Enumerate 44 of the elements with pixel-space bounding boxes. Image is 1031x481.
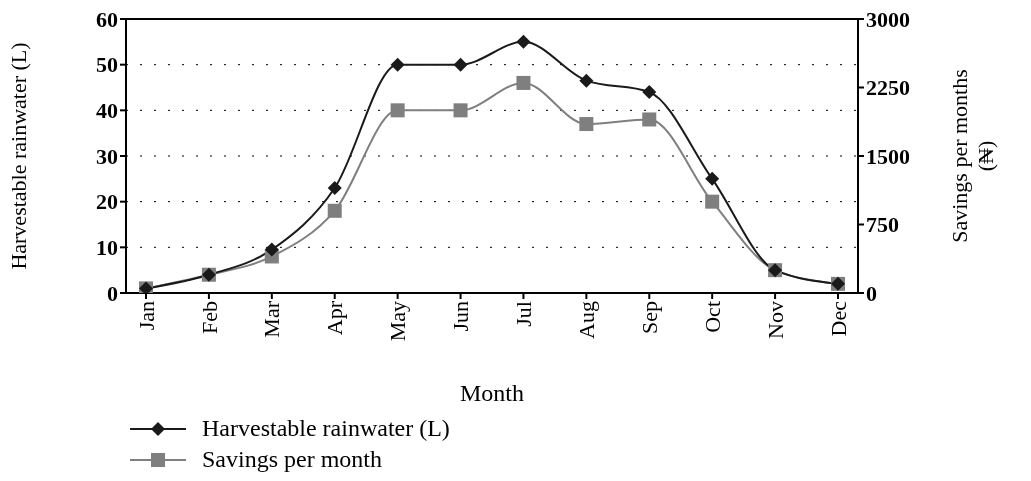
y-tick-label: 60 — [96, 6, 118, 32]
y2-tick-label: 0 — [866, 280, 877, 306]
x-tick-label: Apr — [322, 300, 348, 336]
legend-label: Harvestable rainwater (L) — [202, 415, 450, 442]
point — [705, 171, 720, 186]
point — [327, 180, 342, 195]
x-tick-label: Aug — [573, 301, 599, 339]
x-tick-label: Nov — [762, 301, 788, 339]
point — [264, 242, 279, 257]
point — [579, 117, 594, 132]
y-tick-label: 40 — [96, 98, 118, 124]
point — [453, 57, 468, 72]
x-tick-label: Dec — [825, 300, 851, 337]
y-tick-label: 30 — [96, 143, 118, 169]
y2-tick-label: 750 — [866, 212, 899, 238]
x-tick-label: Feb — [196, 301, 222, 334]
point — [516, 75, 531, 90]
y-tick-label: 0 — [107, 280, 118, 306]
legend-label: Savings per month — [202, 446, 382, 473]
y2-tick-label: 3000 — [866, 6, 910, 32]
x-tick-label: Sep — [636, 301, 662, 334]
y-tick-label: 50 — [96, 52, 118, 78]
point — [390, 57, 405, 72]
x-tick-label: Mar — [259, 300, 285, 338]
x-tick-label: Jun — [448, 301, 474, 332]
x-axis-title: Month — [459, 380, 525, 406]
point — [390, 103, 405, 118]
point — [642, 85, 657, 100]
point — [327, 203, 342, 218]
point — [642, 112, 657, 127]
y2-tick-label: 1500 — [866, 143, 910, 169]
point — [516, 34, 531, 49]
y2-tick-label: 2250 — [866, 75, 910, 101]
x-tick-label: Jul — [511, 301, 537, 327]
y2-axis-title: Savings per months (₦) — [947, 69, 998, 243]
x-tick-label: Jan — [133, 301, 159, 331]
x-tick-label: Oct — [699, 301, 725, 333]
point — [705, 194, 720, 209]
x-tick-label: May — [385, 301, 411, 342]
y-tick-label: 20 — [96, 189, 118, 215]
point — [453, 103, 468, 118]
point — [579, 73, 594, 88]
y-axis-title: Harvestable rainwater (L) — [5, 42, 31, 270]
y-tick-label: 10 — [96, 235, 118, 261]
